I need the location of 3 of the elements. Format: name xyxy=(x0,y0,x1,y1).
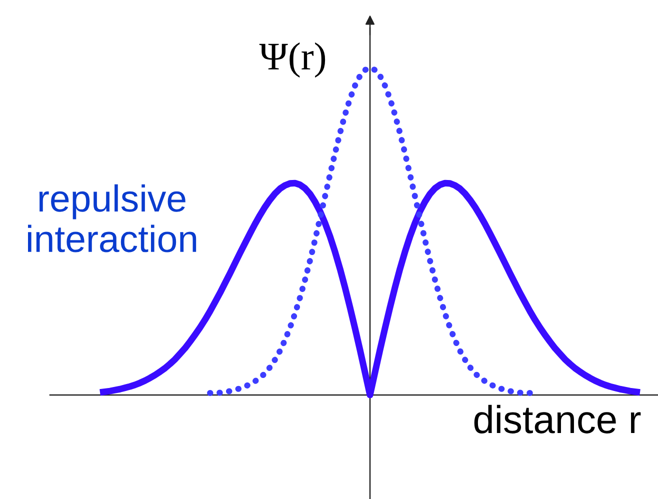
y-axis-title: Ψ(r) xyxy=(259,42,326,78)
series-label: repulsive interaction xyxy=(28,184,196,252)
x-axis-title: distance r xyxy=(474,404,641,434)
